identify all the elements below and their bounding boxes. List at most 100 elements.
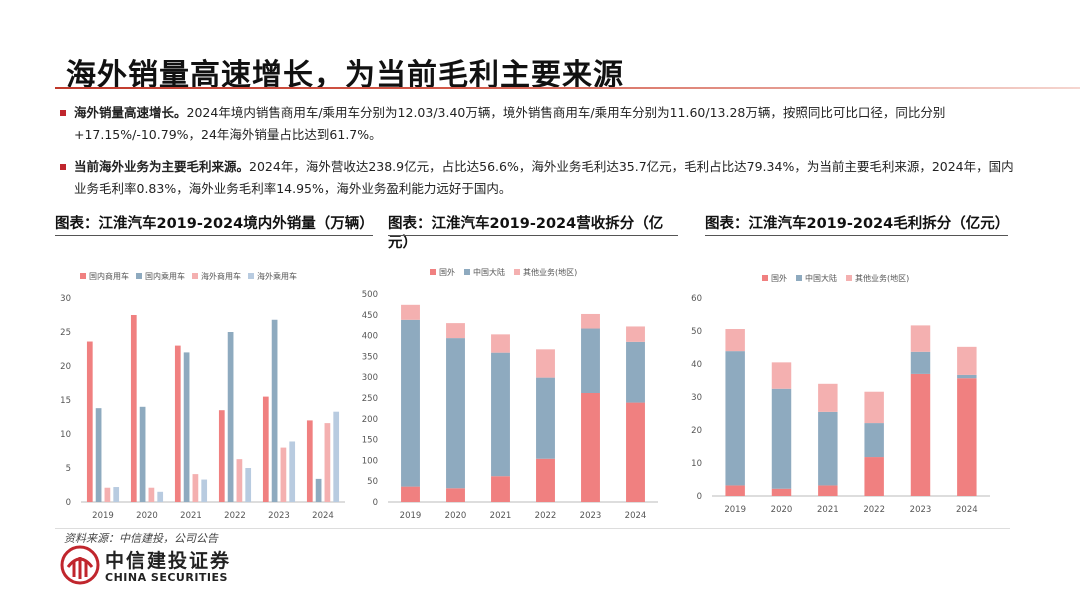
y-tick-label: 200: [362, 415, 378, 425]
logo-chinese-name: 中信建投证券: [105, 550, 232, 572]
legend-label: 国内商用车: [89, 271, 129, 281]
bar-segment: [401, 319, 420, 487]
legend-swatch: [796, 275, 802, 281]
y-tick-label: 250: [362, 394, 378, 404]
y-tick-label: 10: [691, 459, 702, 469]
bar: [183, 352, 190, 502]
y-tick-label: 350: [362, 352, 378, 362]
chart-svg: 国内商用车 国内乘用车 海外商用车 海外乘用车 0 5 10 15 20 25 30 2019 2020…: [60, 271, 345, 521]
y-tick-label: 15: [60, 396, 71, 406]
data-source-note: 资料来源：中信建投，公司公告: [64, 532, 218, 545]
legend-swatch: [514, 269, 520, 275]
revenue-split-chart: 国外 中国大陆 其他业务(地区) 0 50 100 150 200 250 300 350 400 45…: [358, 262, 668, 527]
bar: [306, 420, 313, 502]
bar: [113, 487, 120, 502]
x-tick-label: 2019: [724, 505, 746, 515]
y-tick-label: 500: [362, 290, 378, 300]
chart-title-revenue: 图表：江淮汽车2019-2024营收拆分（亿元）: [388, 216, 664, 251]
x-tick-label: 2021: [490, 511, 512, 521]
x-tick-label: 2019: [400, 511, 422, 521]
x-tick-label: 2020: [771, 505, 793, 515]
bar: [174, 345, 181, 502]
bar-segment: [864, 391, 884, 424]
footer-divider: [55, 528, 1010, 529]
legend-label: 国外: [771, 273, 787, 283]
bar: [324, 423, 331, 502]
legend-label: 中国大陆: [473, 267, 505, 277]
chart-svg: 国外 中国大陆 其他业务(地区) 0 10 20 30 40 50 60 2019 2020 2021 2…: [691, 273, 990, 515]
y-tick-label: 400: [362, 332, 378, 342]
y-tick-label: 0: [697, 492, 702, 502]
y-tick-label: 5: [66, 464, 71, 474]
legend-label: 其他业务(地区): [855, 273, 909, 283]
bar: [218, 410, 225, 502]
bar: [86, 341, 93, 502]
sales-volume-chart: 国内商用车 国内乘用车 海外商用车 海外乘用车 0 5 10 15 20 25 30 2019 2020…: [55, 262, 355, 527]
x-tick-label: 2024: [625, 511, 647, 521]
x-tick-label: 2022: [224, 511, 246, 521]
y-tick-label: 20: [60, 362, 71, 372]
bar: [236, 459, 243, 502]
bullet-heading: 当前海外业务为主要毛利来源。: [74, 159, 250, 174]
y-tick-label: 30: [691, 393, 702, 403]
legend-swatch: [136, 273, 142, 279]
bullet-text: 2024年，海外营收达238.9亿元，占比达56.6%，海外业务毛利达35.7亿…: [74, 159, 1014, 196]
bar: [227, 332, 234, 502]
y-tick-label: 50: [367, 477, 378, 487]
y-tick-label: 10: [60, 430, 71, 440]
title-divider: [55, 87, 1080, 89]
bar: [315, 478, 322, 502]
bar: [280, 447, 287, 502]
bar-segment: [818, 485, 838, 496]
legend-swatch: [80, 273, 86, 279]
bullet-text: 2024年境内销售商用车/乘用车分别为12.03/3.40万辆，境外销售商用车/…: [74, 105, 946, 142]
legend-swatch: [846, 275, 852, 281]
bar: [157, 491, 164, 502]
legend-swatch: [464, 269, 470, 275]
legend-label: 其他业务(地区): [523, 267, 577, 277]
chart-svg: 国外 中国大陆 其他业务(地区) 0 50 100 150 200 250 300 350 400 45…: [362, 267, 658, 521]
bar: [271, 319, 278, 502]
y-tick-label: 30: [60, 294, 71, 304]
bar: [289, 441, 296, 502]
bar-segment: [771, 362, 792, 389]
bar-segment: [771, 388, 792, 489]
chart-title-sales: 图表：江淮汽车2019-2024境内外销量（万辆）: [55, 216, 374, 232]
bar-segment: [491, 334, 510, 353]
bar-segment: [536, 349, 555, 378]
chart-title-gross-profit: 图表：江淮汽车2019-2024毛利拆分（亿元）: [705, 216, 1010, 232]
bar-segment: [626, 326, 645, 342]
x-tick-label: 2020: [445, 511, 467, 521]
chart-title-underline: [388, 235, 678, 236]
bar-segment: [401, 304, 420, 320]
y-tick-label: 25: [60, 328, 71, 338]
bar: [139, 406, 146, 502]
bar: [262, 396, 269, 502]
bar-segment: [725, 485, 745, 496]
bar-segment: [957, 346, 977, 375]
y-tick-label: 50: [691, 327, 702, 337]
bar-segment: [957, 374, 977, 379]
bar-segment: [581, 313, 600, 329]
bar-segment: [401, 486, 420, 502]
bullet-marker-icon: [60, 164, 66, 170]
bar: [95, 408, 102, 502]
bar-segment: [910, 351, 931, 374]
bar-segment: [581, 328, 600, 394]
x-tick-label: 2021: [817, 505, 839, 515]
bullet-item-sales: 海外销量高速增长。2024年境内销售商用车/乘用车分别为12.03/3.40万辆…: [60, 102, 1015, 146]
x-tick-label: 2020: [136, 511, 158, 521]
x-tick-label: 2022: [535, 511, 557, 521]
bar-segment: [491, 476, 510, 502]
legend-label: 海外商用车: [201, 271, 241, 281]
bar-segment: [446, 488, 465, 502]
y-tick-label: 20: [691, 426, 702, 436]
bullet-item-profit: 当前海外业务为主要毛利来源。2024年，海外营收达238.9亿元，占比达56.6…: [60, 156, 1015, 200]
bar-segment: [864, 457, 884, 496]
bar: [130, 315, 137, 502]
x-tick-label: 2022: [863, 505, 885, 515]
y-tick-label: 150: [362, 436, 378, 446]
bar: [104, 487, 111, 502]
bar-segment: [536, 458, 555, 502]
x-tick-label: 2019: [92, 511, 114, 521]
